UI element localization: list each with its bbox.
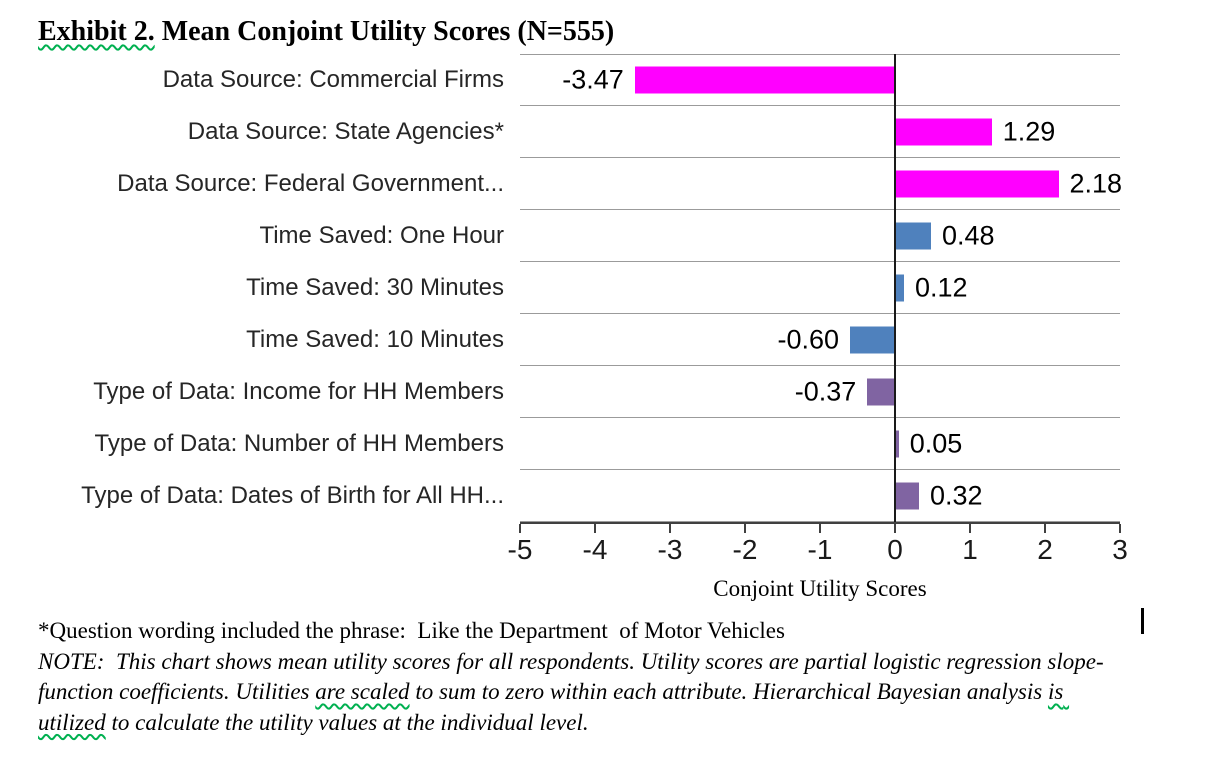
tick-label: -5 <box>507 534 533 565</box>
tick-mark <box>669 524 671 533</box>
value-label: 1.29 <box>1002 116 1056 146</box>
chart-row: Type of Data: Income for HH Members -0.37 <box>40 366 1120 418</box>
footnote-note: NOTE: This chart shows mean utility scor… <box>38 647 1128 739</box>
tick-mark <box>969 524 971 533</box>
category-label: Type of Data: Number of HH Members <box>94 429 504 457</box>
value-label: -0.60 <box>777 324 839 354</box>
plot-cell: -0.60 <box>520 314 1120 366</box>
text-segment: Mean Conjoint Utility Scores (N=555) <box>154 16 615 47</box>
bar <box>895 274 904 301</box>
tick-mark <box>744 524 746 533</box>
bar <box>895 482 919 509</box>
x-axis: -5 -4 -3 -2 -1 0 1 2 3 <box>508 522 1128 572</box>
tick-label: 3 <box>1112 534 1128 565</box>
plot-cell: 0.12 <box>520 262 1120 314</box>
chart-title: Exhibit 2. Mean Conjoint Utility Scores … <box>38 16 1206 48</box>
text-segment: to sum to zero within each attribute. Hi… <box>409 679 1048 705</box>
plot-cell: 1.29 <box>520 106 1120 158</box>
text-segment: to calculate the utility values at the i… <box>105 709 589 735</box>
chart-row: Type of Data: Number of HH Members 0.05 <box>40 418 1120 470</box>
tick-label: -2 <box>732 534 758 565</box>
category-label: Time Saved: 30 Minutes <box>246 273 504 301</box>
chart-row: Type of Data: Dates of Birth for All HH.… <box>40 470 1120 522</box>
bar-chart: Data Source: Commercial Firms -3.47 Data S… <box>0 54 1206 602</box>
category-label: Type of Data: Income for HH Members <box>93 377 504 405</box>
plot-cell: 0.05 <box>520 418 1120 470</box>
plot-cell: -0.37 <box>520 366 1120 418</box>
category-label: Data Source: Federal Government... <box>117 169 504 197</box>
value-label: 0.48 <box>942 220 995 250</box>
spellcheck-underlined-text: Exhibit 2. <box>38 16 155 47</box>
bar <box>895 118 992 145</box>
tick-label: -3 <box>657 534 683 565</box>
category-label: Data Source: Commercial Firms <box>162 65 504 93</box>
category-label: Data Source: State Agencies* <box>187 117 504 145</box>
tick-mark <box>1044 524 1046 533</box>
plot-cell: 2.18 <box>520 158 1123 210</box>
chart-row: Time Saved: 10 Minutes -0.60 <box>40 314 1120 366</box>
tick-label: -1 <box>807 534 833 565</box>
value-label: 0.12 <box>915 272 968 302</box>
plot-cell: 0.32 <box>520 470 1120 522</box>
plot-area: Data Source: Commercial Firms -3.47 Data S… <box>40 54 1123 522</box>
bar <box>867 378 895 405</box>
bar <box>850 326 895 353</box>
tick-mark <box>594 524 596 533</box>
value-label: 0.05 <box>909 428 963 458</box>
category-label: Time Saved: One Hour <box>259 221 504 249</box>
chart-row: Data Source: Commercial Firms -3.47 <box>40 54 1120 106</box>
x-axis-title: Conjoint Utility Scores <box>713 576 927 601</box>
value-label: 2.18 <box>1069 168 1123 198</box>
text-cursor-artifact <box>1141 608 1144 634</box>
bar <box>634 66 895 94</box>
value-label: 0.32 <box>930 480 983 510</box>
text-segment: NOTE: This chart shows mean utility scor… <box>38 648 1104 705</box>
tick-mark <box>1119 524 1121 533</box>
spellcheck-underlined-text: is utilized <box>38 679 1070 735</box>
footnotes: *Question wording included the phrase: L… <box>38 616 1128 738</box>
tick-label: 0 <box>887 534 903 565</box>
value-label: -3.47 <box>562 64 624 95</box>
bar <box>895 430 899 457</box>
tick-label: 1 <box>962 534 978 565</box>
value-label: -0.37 <box>794 376 857 406</box>
chart-row: Time Saved: One Hour 0.48 <box>40 210 1120 262</box>
tick-mark <box>519 524 521 533</box>
tick-label: 2 <box>1037 534 1053 565</box>
bar <box>895 222 931 249</box>
tick-mark <box>819 524 821 533</box>
spellcheck-underlined-text: are scaled <box>315 679 410 705</box>
tick-mark <box>894 524 896 533</box>
footnote-asterisk: *Question wording included the phrase: L… <box>38 618 785 643</box>
plot-cell: 0.48 <box>520 210 1120 262</box>
category-label: Time Saved: 10 Minutes <box>246 325 504 353</box>
tick-label: -4 <box>582 534 608 565</box>
chart-row: Data Source: Federal Government... 2.18 <box>40 158 1123 210</box>
chart-row: Data Source: State Agencies* 1.29 <box>40 106 1120 158</box>
zero-axis-line <box>894 54 896 522</box>
plot-cell: -3.47 <box>520 54 1120 106</box>
chart-row: Time Saved: 30 Minutes 0.12 <box>40 262 1120 314</box>
category-label: Type of Data: Dates of Birth for All HH.… <box>81 481 504 509</box>
bar <box>895 170 1059 197</box>
